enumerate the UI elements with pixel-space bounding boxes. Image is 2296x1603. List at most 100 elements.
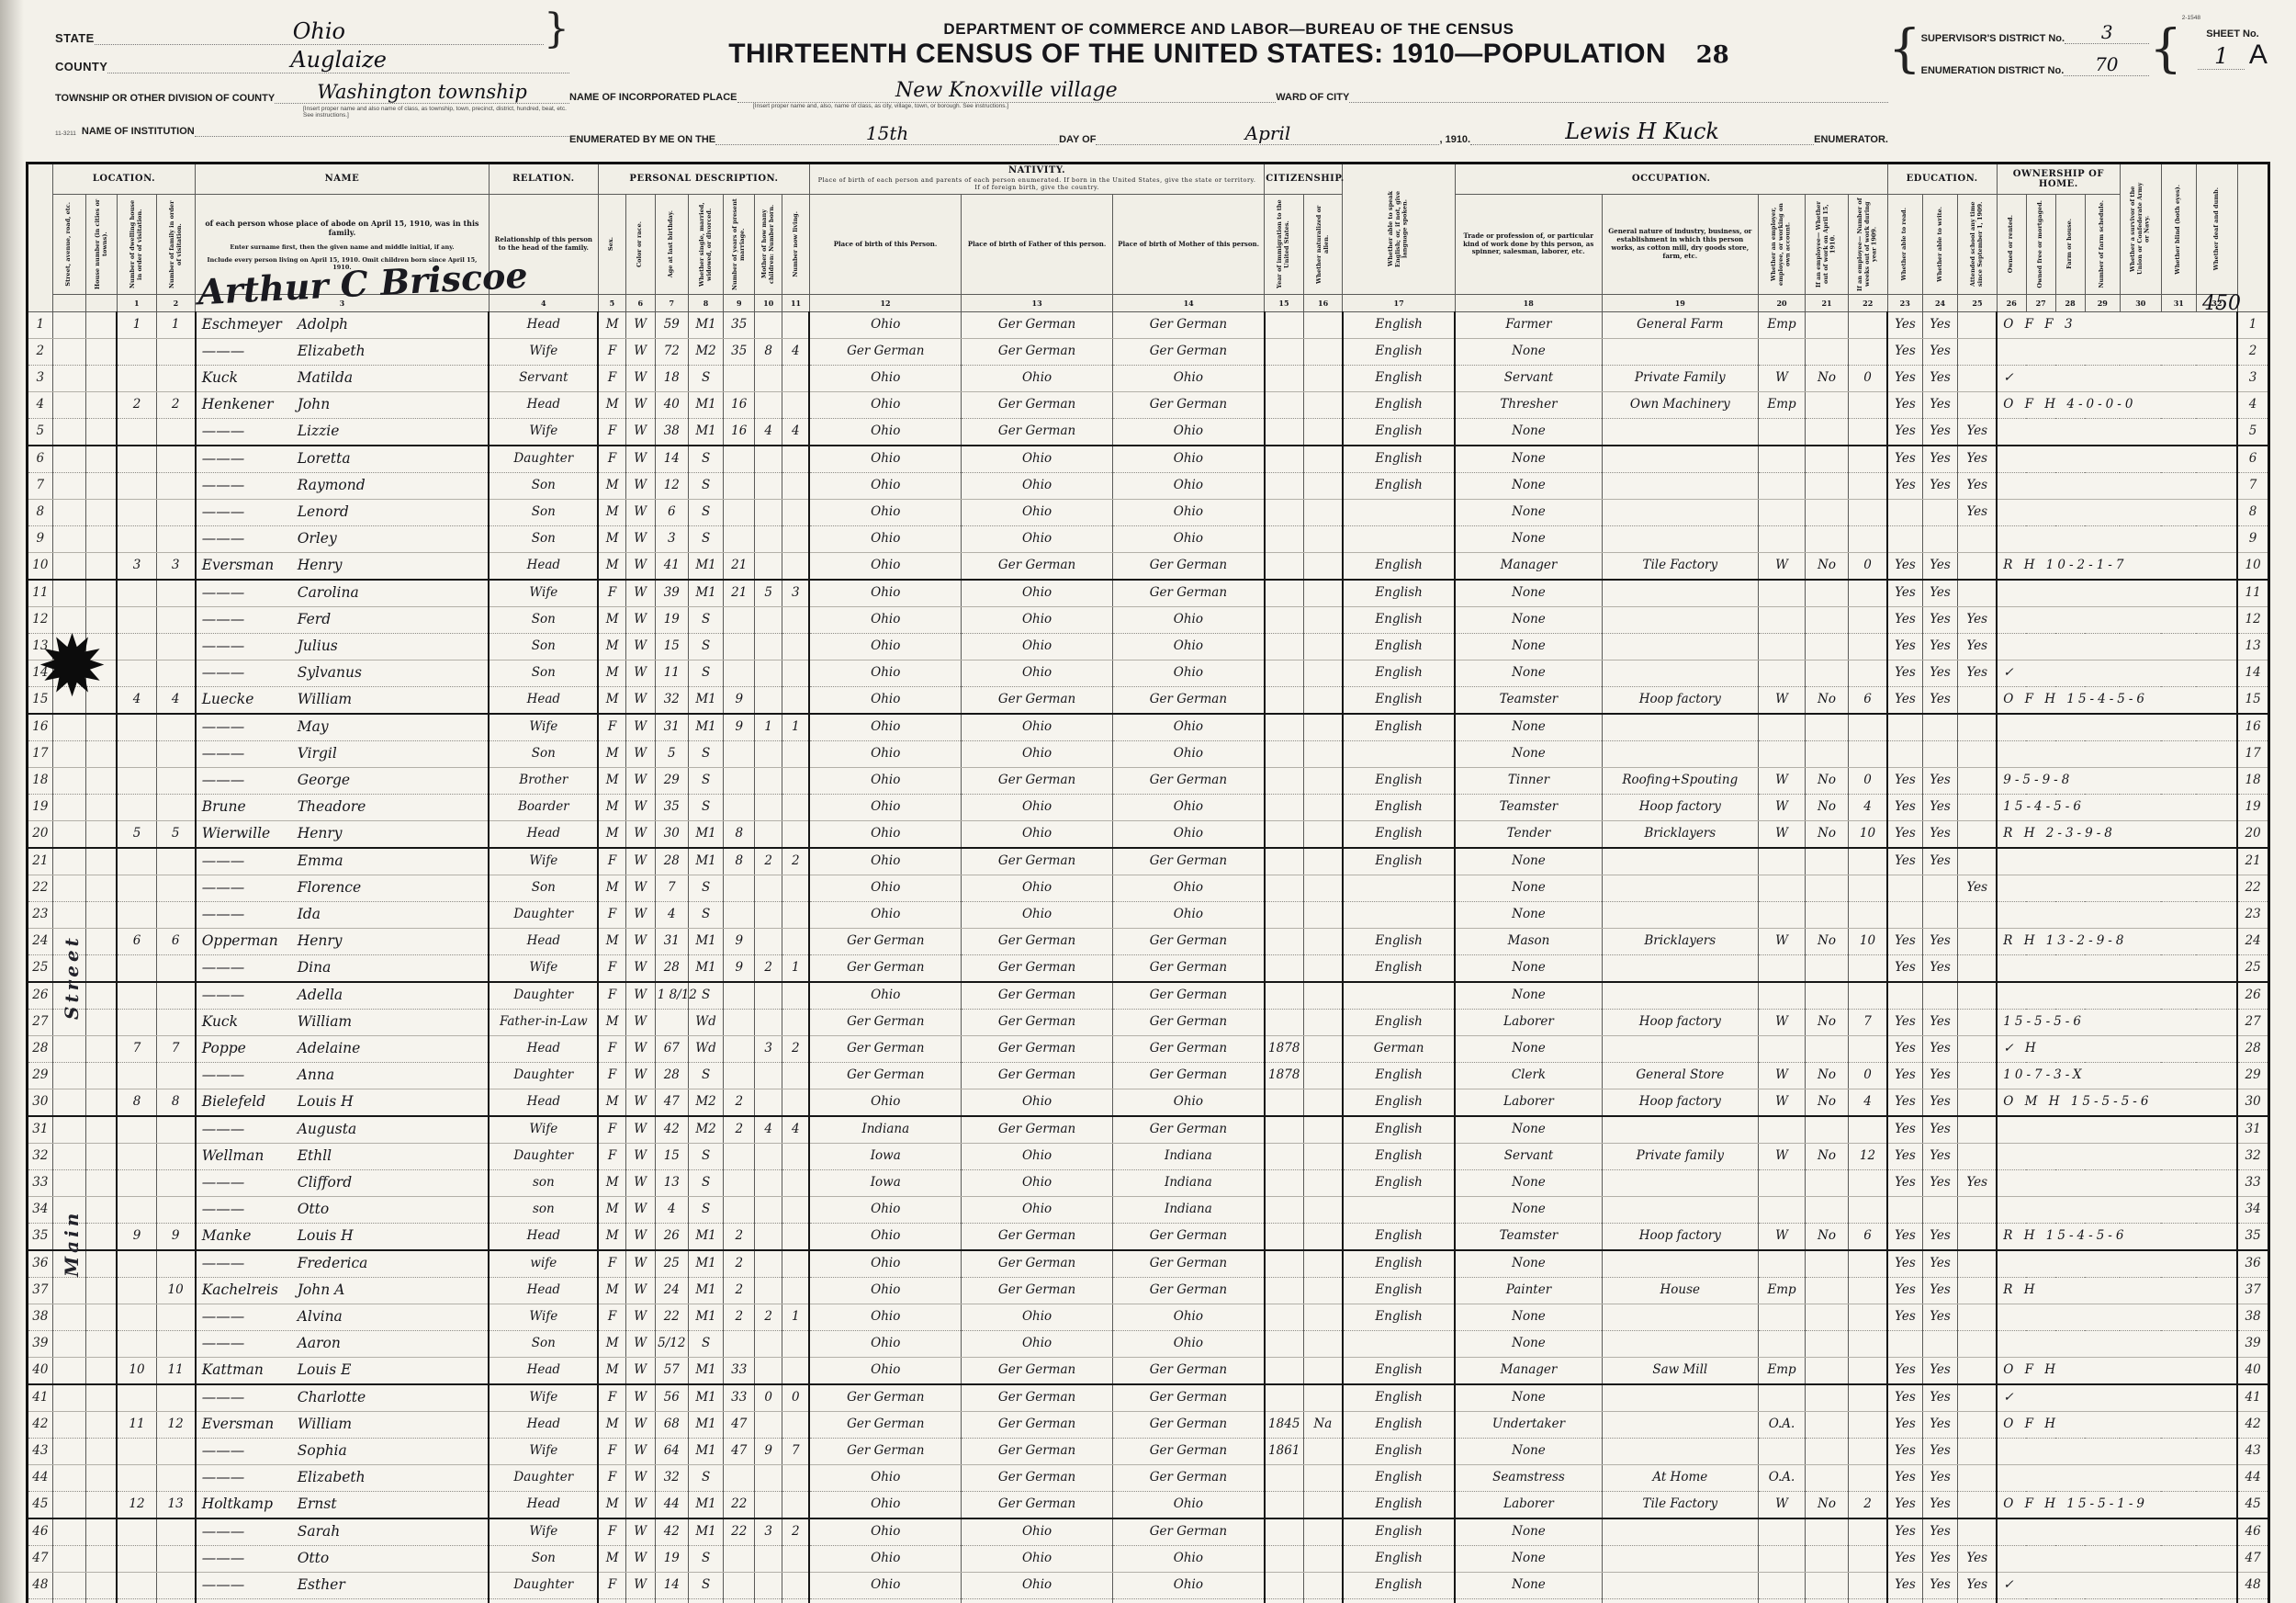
cell-home-ownership: R H xyxy=(1996,1277,2238,1304)
row-number-left: 41 xyxy=(26,1383,53,1412)
cell-sex: F xyxy=(597,981,626,1010)
column-number: 13 xyxy=(961,293,1114,312)
cell-trade: Laborer xyxy=(1454,1491,1603,1519)
page-header: STATE Ohio } COUNTY Auglaize TOWNSHIP OR… xyxy=(55,6,2283,158)
cell-color: W xyxy=(625,1277,656,1304)
cell-naturalized xyxy=(1302,875,1344,902)
column-header-school: Attended school any time since September… xyxy=(1957,193,1998,295)
row-number-right: 3 xyxy=(2236,365,2270,392)
cell-speaks-english: English xyxy=(1341,391,1456,419)
cell-children-born: 2 xyxy=(754,1304,783,1331)
cell-industry xyxy=(1601,740,1759,768)
cell-birthplace: Ger German xyxy=(808,1062,962,1089)
cell-color: W xyxy=(625,338,656,366)
cell-mother-birthplace: Ger German xyxy=(1112,1249,1266,1278)
cell-children-living: 1 xyxy=(782,1304,810,1331)
cell-dwelling-number xyxy=(116,740,157,768)
cell-name: Wellman Ethll xyxy=(194,1143,490,1170)
cell-relation: Servant xyxy=(488,365,599,392)
cell-trade: None xyxy=(1454,981,1603,1010)
cell-relation: Wife xyxy=(488,418,599,446)
cell-can-read: Yes xyxy=(1886,1411,1923,1439)
cell-children-living: 4 xyxy=(782,1115,810,1144)
cell-marital: S xyxy=(687,525,725,553)
cell-industry xyxy=(1601,660,1759,687)
cell-home-ownership: O F H 5-2-3-X xyxy=(1996,1598,2238,1603)
cell-employer-status xyxy=(1757,418,1806,446)
cell-house-number xyxy=(84,499,118,526)
cell-house-number xyxy=(84,311,118,339)
cell-can-read: Yes xyxy=(1886,1464,1923,1492)
row-number-left: 23 xyxy=(26,901,53,929)
cell-name: Bielefeld Louis H xyxy=(194,1089,490,1117)
cell-speaks-english: English xyxy=(1341,1545,1456,1573)
column-number: 24 xyxy=(1921,293,1959,312)
cell-can-write: Yes xyxy=(1921,767,1959,795)
cell-name: ——— Adella xyxy=(194,981,490,1010)
cell-home-ownership xyxy=(1996,981,2238,1010)
column-header-nat: Whether naturalized or alien. xyxy=(1302,193,1344,295)
cell-street xyxy=(51,794,86,821)
column-number: 16 xyxy=(1302,293,1344,312)
cell-street xyxy=(51,311,86,339)
cell-dwelling-number xyxy=(116,1304,157,1331)
cell-mother-birthplace: Ger German xyxy=(1112,1357,1266,1385)
cell-out-of-work xyxy=(1805,1035,1849,1063)
row-number-right: 35 xyxy=(2236,1223,2270,1251)
cell-weeks-out xyxy=(1847,1304,1888,1331)
cell-age: 19 xyxy=(654,606,689,634)
cell-house-number xyxy=(84,1196,118,1224)
cell-street xyxy=(51,552,86,581)
cell-name: ——— Orley xyxy=(194,525,490,553)
cell-employer-status: O.A. xyxy=(1757,1598,1806,1603)
cell-sex: F xyxy=(597,1572,626,1599)
cell-immigration-year xyxy=(1263,472,1304,500)
cell-marital: S xyxy=(687,767,725,795)
cell-father-birthplace: Ger German xyxy=(961,338,1114,366)
cell-trade: None xyxy=(1454,875,1603,902)
cell-dwelling-number: 9 xyxy=(116,1223,157,1251)
cell-name: Kuck William xyxy=(194,1009,490,1036)
cell-color: W xyxy=(625,1518,656,1546)
cell-color: W xyxy=(625,579,656,607)
cell-father-birthplace: Ger German xyxy=(961,981,1114,1010)
row-number-right: 16 xyxy=(2236,713,2270,741)
cell-children-living xyxy=(782,1464,810,1492)
cell-years-married: 2 xyxy=(723,1115,756,1144)
cell-trade: None xyxy=(1454,847,1603,875)
cell-street xyxy=(51,365,86,392)
cell-immigration-year: 1861 xyxy=(1263,1438,1304,1465)
cell-street xyxy=(51,767,86,795)
cell-industry xyxy=(1601,472,1759,500)
cell-house-number xyxy=(84,1464,118,1492)
cell-family-number xyxy=(155,875,197,902)
cell-sex: F xyxy=(597,901,626,929)
cell-relation: Head xyxy=(488,686,599,715)
cell-trade: Manager xyxy=(1454,1357,1603,1385)
cell-speaks-english xyxy=(1341,740,1456,768)
stamp-number: 28 xyxy=(1695,41,1729,69)
column-header-farmhouse: Farm or house. xyxy=(2054,193,2086,295)
year-label: , 1910. xyxy=(1439,134,1471,145)
cell-marital: M2 xyxy=(687,1089,725,1117)
cell-naturalized xyxy=(1302,445,1344,473)
row-number-right: 11 xyxy=(2236,579,2270,607)
table-row: 3 Kuck Matilda Servant F W 18 S Ohio Ohio Ohio Engl… xyxy=(26,365,2270,392)
cell-weeks-out xyxy=(1847,660,1888,687)
cell-naturalized xyxy=(1302,981,1344,1010)
cell-sex: M xyxy=(597,660,626,687)
cell-home-ownership: ✓ xyxy=(1996,365,2238,392)
cell-father-birthplace: Ger German xyxy=(961,391,1114,419)
cell-birthplace: Ohio xyxy=(808,1357,962,1385)
cell-weeks-out xyxy=(1847,740,1888,768)
cell-children-born xyxy=(754,767,783,795)
cell-immigration-year xyxy=(1263,1089,1304,1117)
cell-dwelling-number: 5 xyxy=(116,820,157,849)
cell-color: W xyxy=(625,552,656,581)
row-number-right: 38 xyxy=(2236,1304,2270,1331)
cell-can-read: Yes xyxy=(1886,820,1923,849)
cell-employer-status: W xyxy=(1757,1223,1806,1251)
cell-family-number: 8 xyxy=(155,1089,197,1117)
cell-name: ——— Otto xyxy=(194,1545,490,1573)
cell-father-birthplace: Ger German xyxy=(961,1115,1114,1144)
